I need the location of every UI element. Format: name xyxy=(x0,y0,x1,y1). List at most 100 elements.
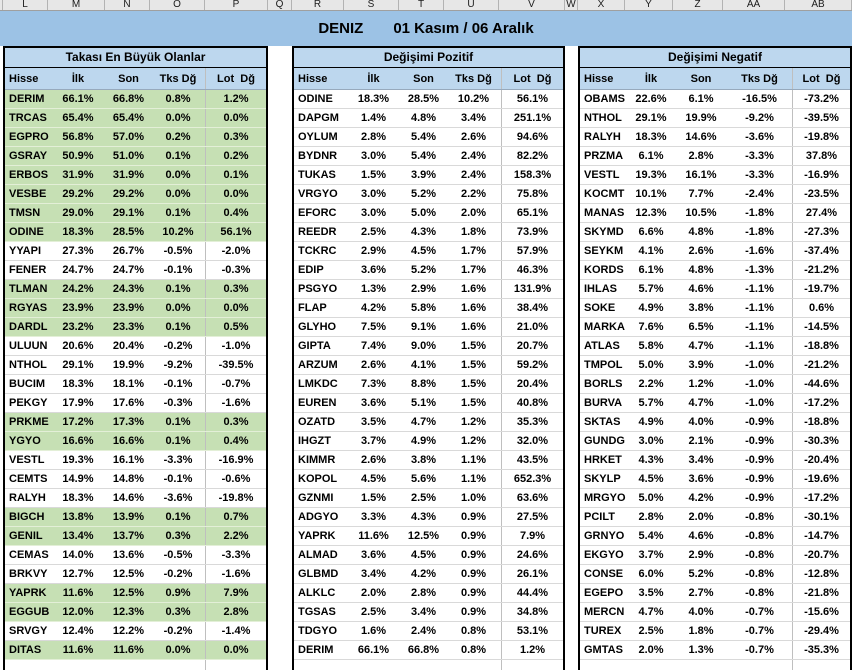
cell-son[interactable]: 5.2% xyxy=(688,568,714,580)
cell-tks-dg[interactable]: 0.9% xyxy=(460,530,487,542)
cell-tks-dg[interactable]: 1.6% xyxy=(460,321,487,333)
cell-ilk[interactable]: 29.1% xyxy=(62,359,94,371)
cell-son[interactable]: 4.8% xyxy=(688,264,714,276)
cell-son[interactable]: 16.1% xyxy=(112,454,145,466)
cell-lot-dg[interactable]: 24.6% xyxy=(501,546,563,564)
cell-son[interactable]: 12.5% xyxy=(112,587,145,599)
cell-son[interactable]: 18.1% xyxy=(112,378,145,390)
cell-hisse[interactable]: DITAS xyxy=(9,644,42,656)
cell-hisse[interactable]: KOPOL xyxy=(298,473,338,485)
cell-lot-dg[interactable]: 0.6% xyxy=(792,299,850,317)
cell-ilk[interactable]: 7.5% xyxy=(360,321,387,333)
cell-ilk[interactable]: 14.0% xyxy=(62,549,94,561)
cell-ilk[interactable]: 4.5% xyxy=(638,473,664,485)
cell-hisse[interactable]: GIPTA xyxy=(298,340,331,352)
cell-tks-dg[interactable]: 0.9% xyxy=(165,587,191,599)
cell-tks-dg[interactable]: -0.9% xyxy=(745,454,774,466)
title-bar-cell[interactable]: DENIZ 01 Kasım / 06 Aralık xyxy=(0,11,852,46)
cell-tks-dg[interactable]: 1.5% xyxy=(460,359,487,371)
column-header-tks-dg[interactable]: Tks Dğ xyxy=(455,73,492,85)
cell-son[interactable]: 6.1% xyxy=(688,93,714,105)
cell-ilk[interactable]: 16.6% xyxy=(62,435,94,447)
cell-son[interactable]: 10.5% xyxy=(685,207,717,219)
cell-tks-dg[interactable]: -0.9% xyxy=(745,416,774,428)
cell-lot-dg[interactable]: 20.7% xyxy=(501,337,563,355)
cell-lot-dg[interactable]: 56.1% xyxy=(205,223,266,241)
cell-ilk[interactable]: 11.6% xyxy=(358,530,389,542)
cell-son[interactable]: 16.6% xyxy=(112,435,145,447)
cell-tks-dg[interactable]: -0.9% xyxy=(745,435,774,447)
cell-son[interactable]: 17.3% xyxy=(112,416,145,428)
column-header-hisse[interactable]: Hisse xyxy=(298,73,328,85)
cell-ilk[interactable]: 2.0% xyxy=(360,587,387,599)
column-letter-header[interactable]: U xyxy=(444,0,499,10)
cell-hisse[interactable]: DAPGM xyxy=(298,112,339,124)
column-header-son[interactable]: Son xyxy=(118,73,139,85)
cell-ilk[interactable]: 3.5% xyxy=(638,587,664,599)
cell-lot-dg[interactable]: -30.3% xyxy=(792,432,850,450)
cell-ilk[interactable]: 3.0% xyxy=(360,188,387,200)
cell-tks-dg[interactable]: -0.2% xyxy=(163,625,193,637)
cell-tks-dg[interactable]: -1.1% xyxy=(745,283,774,295)
cell-son[interactable]: 4.9% xyxy=(410,435,437,447)
cell-ilk[interactable]: 22.6% xyxy=(635,93,667,105)
cell-lot-dg[interactable]: 1.2% xyxy=(501,641,563,659)
cell-tks-dg[interactable]: 2.0% xyxy=(460,207,487,219)
cell-ilk[interactable]: 20.6% xyxy=(62,340,94,352)
cell-lot-dg[interactable]: -29.4% xyxy=(792,622,850,640)
cell-lot-dg[interactable]: -0.6% xyxy=(205,470,266,488)
cell-lot-dg[interactable]: -15.6% xyxy=(792,603,850,621)
cell-tks-dg[interactable]: -1.1% xyxy=(745,340,774,352)
cell-lot-dg[interactable]: 251.1% xyxy=(501,109,563,127)
cell-lot-dg[interactable]: 0.5% xyxy=(205,318,266,336)
cell-lot-dg[interactable]: 75.8% xyxy=(501,185,563,203)
cell-ilk[interactable]: 4.2% xyxy=(360,302,387,314)
cell-lot-dg[interactable]: 43.5% xyxy=(501,451,563,469)
cell-lot-dg[interactable]: -16.9% xyxy=(792,166,850,184)
cell-hisse[interactable]: MRGYO xyxy=(584,492,626,504)
cell-lot-dg[interactable]: 40.8% xyxy=(501,394,563,412)
cell-hisse[interactable]: PCILT xyxy=(584,511,615,523)
cell-son[interactable]: 6.5% xyxy=(688,321,714,333)
cell-tks-dg[interactable]: -3.6% xyxy=(745,131,774,143)
cell-lot-dg[interactable]: 53.1% xyxy=(501,622,563,640)
cell-hisse[interactable]: GLYHO xyxy=(298,321,337,333)
cell-lot-dg[interactable]: -17.2% xyxy=(792,394,850,412)
cell-tks-dg[interactable]: 0.9% xyxy=(460,549,487,561)
cell-ilk[interactable]: 12.0% xyxy=(62,606,94,618)
cell-son[interactable]: 2.6% xyxy=(688,245,714,257)
cell-hisse[interactable]: RALYH xyxy=(9,492,46,504)
cell-tks-dg[interactable]: 0.0% xyxy=(165,112,191,124)
cell-tks-dg[interactable]: -0.5% xyxy=(163,549,193,561)
cell-tks-dg[interactable]: -0.1% xyxy=(163,473,193,485)
cell-tks-dg[interactable]: 0.8% xyxy=(460,644,487,656)
cell-tks-dg[interactable]: -0.7% xyxy=(745,606,774,618)
cell-lot-dg[interactable]: -1.0% xyxy=(205,337,266,355)
cell-hisse[interactable]: ARZUM xyxy=(298,359,338,371)
cell-tks-dg[interactable]: -0.9% xyxy=(745,473,774,485)
cell-lot-dg[interactable]: 0.0% xyxy=(205,185,266,203)
cell-hisse[interactable]: BYDNR xyxy=(298,150,338,162)
cell-son[interactable]: 14.6% xyxy=(685,131,717,143)
cell-son[interactable]: 3.9% xyxy=(688,359,714,371)
cell-lot-dg[interactable]: 27.5% xyxy=(501,508,563,526)
cell-tks-dg[interactable]: 0.9% xyxy=(460,568,487,580)
cell-lot-dg[interactable]: -0.3% xyxy=(205,261,266,279)
cell-son[interactable]: 26.7% xyxy=(112,245,145,257)
column-header-ilk[interactable]: İlk xyxy=(644,73,658,85)
cell-hisse[interactable]: TUKAS xyxy=(298,169,336,181)
cell-lot-dg[interactable]: 32.0% xyxy=(501,432,563,450)
cell-tks-dg[interactable]: -0.8% xyxy=(745,568,774,580)
cell-lot-dg[interactable]: -73.2% xyxy=(792,90,850,108)
cell-lot-dg[interactable]: 34.8% xyxy=(501,603,563,621)
cell-tks-dg[interactable]: 0.2% xyxy=(165,131,191,143)
cell-ilk[interactable]: 5.4% xyxy=(638,530,664,542)
cell-hisse[interactable]: VRGYO xyxy=(298,188,338,200)
cell-ilk[interactable]: 11.6% xyxy=(62,644,94,656)
cell-tks-dg[interactable]: -0.8% xyxy=(745,511,774,523)
cell-hisse[interactable]: TMPOL xyxy=(584,359,623,371)
cell-son[interactable]: 5.4% xyxy=(410,131,437,143)
cell-hisse[interactable]: ATLAS xyxy=(584,340,620,352)
cell-son[interactable]: 1.8% xyxy=(688,625,714,637)
cell-lot-dg[interactable]: 21.0% xyxy=(501,318,563,336)
